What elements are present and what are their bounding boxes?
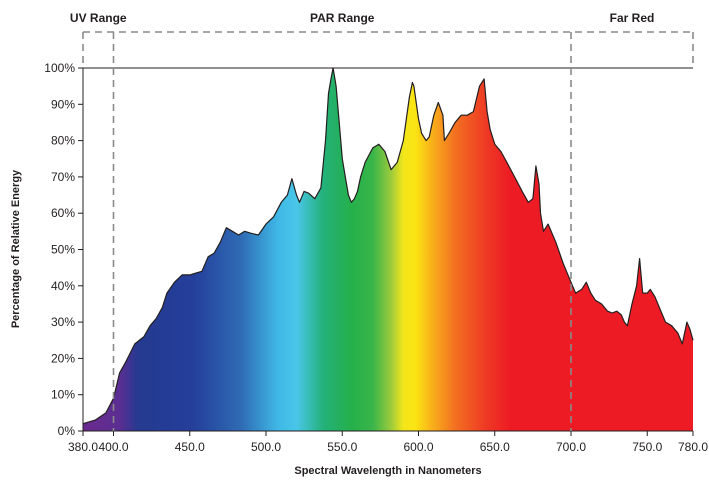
x-tick-label: 750.0: [632, 440, 662, 454]
x-tick-label: 500.0: [251, 440, 281, 454]
y-tick-label: 0%: [58, 424, 76, 438]
y-tick-label: 10%: [51, 388, 75, 402]
x-tick-label: 380.0: [68, 440, 98, 454]
x-axis-ticks: 380.0 400.0 450.0 500.0 550.0 600.0 650.0 700.0…: [68, 431, 708, 454]
y-tick-label: 80%: [51, 134, 75, 148]
x-tick-label: 600.0: [403, 440, 433, 454]
y-tick-label: 60%: [51, 206, 75, 220]
plot-area: [82, 67, 694, 432]
y-tick-label: 90%: [51, 97, 75, 111]
spectrum-outline: [82, 67, 694, 425]
y-tick-label: 100%: [44, 61, 75, 75]
x-tick-label: 400.0: [98, 440, 128, 454]
x-tick-label: 780.0: [678, 440, 708, 454]
x-tick-label: 550.0: [327, 440, 357, 454]
region-labels: UV Range PAR Range Far Red: [70, 11, 654, 25]
spectrum-area: [83, 68, 693, 431]
x-tick-label: 650.0: [480, 440, 510, 454]
y-tick-label: 70%: [51, 170, 75, 184]
y-axis-title: Percentage of Relative Energy: [10, 169, 22, 328]
x-axis-title: Spectral Wavelength in Nanometers: [294, 465, 481, 477]
y-tick-label: 40%: [51, 279, 75, 293]
x-tick-label: 450.0: [175, 440, 205, 454]
y-tick-label: 50%: [51, 243, 75, 257]
region-label: PAR Range: [310, 11, 375, 25]
y-tick-label: 30%: [51, 315, 75, 329]
region-label: UV Range: [70, 11, 127, 25]
region-label: Far Red: [610, 11, 655, 25]
region-dividers: [82, 31, 694, 431]
x-tick-label: 700.0: [556, 440, 586, 454]
y-tick-label: 20%: [51, 351, 75, 365]
y-axis-ticks: 0% 10% 20% 30% 40% 50% 60% 70% 80% 90% 100%: [44, 61, 83, 438]
